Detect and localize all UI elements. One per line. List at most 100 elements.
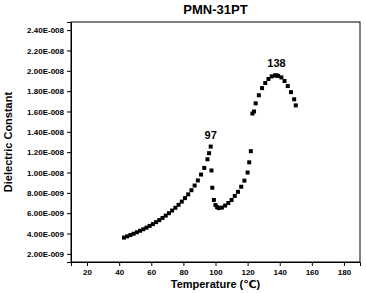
point xyxy=(254,101,258,105)
point xyxy=(209,145,213,149)
y-tick: 1.00E-008 xyxy=(27,169,71,178)
y-tick-mark xyxy=(67,50,71,51)
y-tick-label: 1.00E-008 xyxy=(27,169,64,178)
y-tick-label: 2.20E-008 xyxy=(27,47,64,56)
point xyxy=(292,97,296,101)
point xyxy=(263,81,267,85)
point xyxy=(236,190,240,194)
x-tick-label: 100 xyxy=(209,268,223,277)
x-tick: 20 xyxy=(83,262,92,277)
point xyxy=(260,86,264,90)
x-tick-label: 140 xyxy=(274,268,288,277)
point xyxy=(249,149,253,153)
x-tick-label: 40 xyxy=(115,268,124,277)
x-tick-label: 20 xyxy=(83,268,92,277)
point xyxy=(207,151,211,155)
point xyxy=(289,90,293,94)
y-tick: 1.60E-008 xyxy=(27,108,71,117)
y-tick: 4.00E-009 xyxy=(27,230,71,239)
y-tick-mark xyxy=(67,132,71,133)
point xyxy=(230,198,234,202)
title: PMN-31PT xyxy=(183,2,247,17)
point xyxy=(246,171,250,175)
point xyxy=(233,194,237,198)
x-tick-mark xyxy=(87,262,88,266)
x-tick-label: 80 xyxy=(179,268,188,277)
x-tick: 180 xyxy=(338,262,352,277)
point xyxy=(247,160,251,164)
x-tick: 160 xyxy=(306,262,320,277)
x-tick-mark xyxy=(216,262,217,266)
point xyxy=(252,109,256,113)
y-tick-mark xyxy=(67,152,71,153)
y-tick-mark xyxy=(67,213,71,214)
y-tick-mark xyxy=(67,71,71,72)
y-tick-mark xyxy=(67,173,71,174)
chart: 20 40 60 80 100 120 140 160 180 2.00E-009 4.00E-00… xyxy=(0,0,366,293)
point xyxy=(286,84,290,88)
point xyxy=(279,75,283,79)
x-tick-mark xyxy=(183,262,184,266)
x-tick: 120 xyxy=(241,262,255,277)
y-tick-mark xyxy=(67,234,71,235)
y-tick: 2.40E-008 xyxy=(27,26,71,35)
y-axis-title: Dielectric Constant xyxy=(2,92,14,193)
annotation: 97 xyxy=(205,129,217,141)
point xyxy=(183,196,187,200)
point xyxy=(257,93,261,97)
y-tick-mark xyxy=(67,193,71,194)
x-tick-label: 180 xyxy=(338,268,352,277)
point xyxy=(294,103,298,107)
point xyxy=(205,157,209,161)
axis-line xyxy=(67,23,72,263)
y-tick-label: 2.40E-008 xyxy=(27,26,64,35)
y-tick: 1.80E-008 xyxy=(27,87,71,96)
y-tick-label: 1.60E-008 xyxy=(27,108,64,117)
point xyxy=(210,186,214,190)
point xyxy=(242,179,246,183)
point xyxy=(196,178,200,182)
y-tick-label: 1.40E-008 xyxy=(27,128,64,137)
x-tick: 80 xyxy=(179,262,188,277)
x-tick: 100 xyxy=(209,262,223,277)
point xyxy=(202,166,206,170)
x-tick-label: 160 xyxy=(306,268,320,277)
point xyxy=(212,198,216,202)
y-tick: 2.20E-008 xyxy=(27,47,71,56)
x-tick-mark xyxy=(344,262,345,266)
y-tick: 6.00E-009 xyxy=(27,209,71,218)
y-tick-label: 8.00E-009 xyxy=(27,189,64,198)
point xyxy=(193,184,197,188)
y-tick-mark xyxy=(67,111,71,112)
y-axis: 2.00E-009 4.00E-009 6.00E-009 8.00E-009 1.00… xyxy=(27,23,71,263)
y-tick-label: 4.00E-009 xyxy=(27,230,64,239)
x-tick-mark xyxy=(280,262,281,266)
point xyxy=(189,188,193,192)
point xyxy=(209,168,213,172)
y-tick: 2.00E-009 xyxy=(27,250,71,259)
y-tick-label: 6.00E-009 xyxy=(27,209,64,218)
y-tick-mark xyxy=(67,254,71,255)
x-tick-label: 60 xyxy=(147,268,156,277)
x-axis: 20 40 60 80 100 120 140 160 180 xyxy=(72,262,361,277)
y-tick: 8.00E-009 xyxy=(27,189,71,198)
point xyxy=(186,192,190,196)
x-tick-mark xyxy=(312,262,313,266)
annotation: 138 xyxy=(267,57,285,69)
y-tick-label: 1.20E-008 xyxy=(27,148,64,157)
x-tick-mark xyxy=(151,262,152,266)
point xyxy=(283,79,287,83)
plot: 20 40 60 80 100 120 140 160 180 2.00E-009 4.00E-00… xyxy=(27,22,360,277)
y-tick: 1.40E-008 xyxy=(27,128,71,137)
x-tick: 140 xyxy=(274,262,288,277)
y-tick-label: 1.80E-008 xyxy=(27,87,64,96)
y-tick: 1.20E-008 xyxy=(27,148,71,157)
y-tick-label: 2.00E-009 xyxy=(27,250,64,259)
y-tick-label: 2.00E-008 xyxy=(27,67,64,76)
x-tick-mark xyxy=(248,262,249,266)
x-tick-label: 120 xyxy=(241,268,255,277)
y-tick: 2.00E-008 xyxy=(27,67,71,76)
x-tick: 60 xyxy=(147,262,156,277)
point xyxy=(199,173,203,177)
x-tick-mark xyxy=(119,262,120,266)
